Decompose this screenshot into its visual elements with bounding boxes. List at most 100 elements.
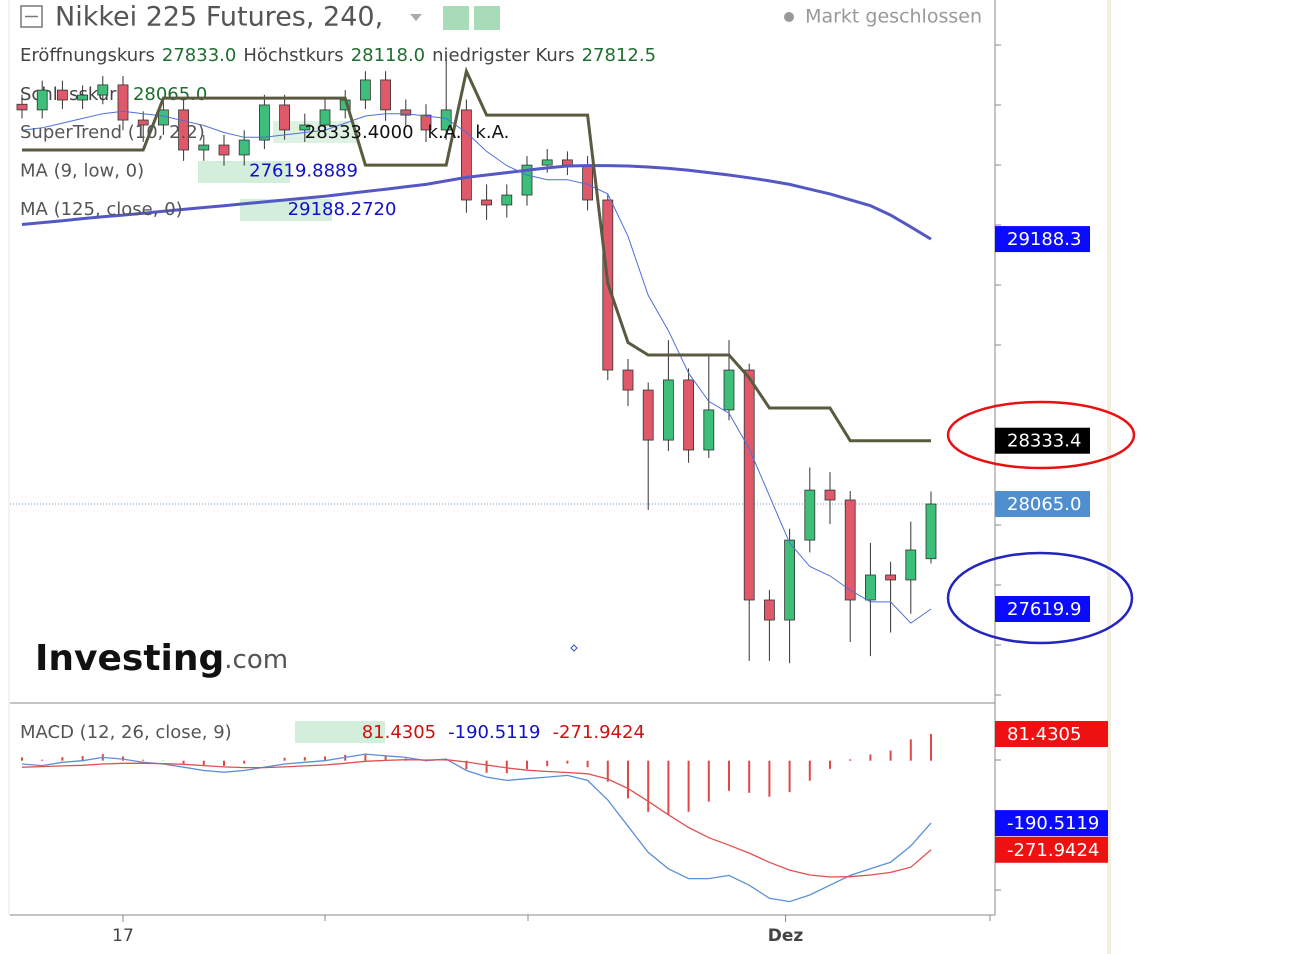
- macd-icons[interactable]: [295, 721, 385, 743]
- candle-body: [905, 549, 917, 581]
- candle-body: [925, 503, 937, 560]
- legend-name: MA (9, low, 0): [20, 161, 144, 182]
- macd-value: -190.5119: [448, 722, 540, 743]
- legend-row: MA (9, low, 0) 27619.8889: [20, 161, 358, 182]
- macd-legend: MACD (12, 26, close, 9) 81.4305 -190.5119-…: [20, 722, 645, 743]
- candle-body: [683, 379, 694, 451]
- candle-body: [137, 119, 149, 126]
- price-tag-label: -271.9424: [1007, 840, 1099, 861]
- candle-body: [642, 389, 654, 441]
- candle-body: [764, 599, 775, 621]
- candle-body: [400, 109, 412, 116]
- info-item: 28065.0: [133, 84, 207, 105]
- price-tag: [995, 427, 1090, 454]
- macd-line: [21, 759, 932, 878]
- macd-line: [21, 753, 932, 903]
- ma125-icons[interactable]: [240, 199, 332, 221]
- candle-body: [521, 164, 533, 196]
- watermark-suffix: .com: [224, 645, 288, 675]
- candle-body: [218, 144, 230, 156]
- visibility-icon[interactable]: [443, 6, 469, 30]
- chart-title: Nikkei 225 Futures, 240,: [55, 2, 383, 33]
- indicator-line: [22, 66, 931, 443]
- candle-body: [703, 409, 715, 451]
- candle-body: [541, 159, 553, 166]
- candle-body: [440, 109, 452, 131]
- candle-body: [460, 109, 472, 201]
- candle-body: [622, 369, 634, 391]
- macd-title: MACD (12, 26, close, 9): [20, 722, 232, 743]
- candle-body: [723, 369, 735, 411]
- legend-row: SuperTrend (10, 2.2) 28333.4000 k.A. k.A.: [20, 122, 509, 143]
- info-row: Eröffnungskurs 27833.0 Höchstkurs 28118.0 ni…: [20, 45, 656, 66]
- legend-value: k.A.: [428, 122, 462, 143]
- settings-icon[interactable]: [474, 6, 500, 30]
- legend-name: SuperTrend (10, 2.2): [20, 122, 205, 143]
- legend-value: 29188.2720: [288, 199, 397, 220]
- candle-body: [824, 489, 836, 501]
- price-tag: [995, 595, 1090, 622]
- legend-value: 28333.4000: [305, 122, 414, 143]
- price-tag-label: 28065.0: [1007, 494, 1081, 515]
- watermark-main: Investing: [35, 638, 224, 679]
- candle-body: [279, 104, 291, 131]
- dropdown-arrow[interactable]: [410, 14, 422, 21]
- legend-value: k.A.: [475, 122, 509, 143]
- price-tag-label: 28333.4: [1007, 431, 1081, 452]
- candle-body: [380, 79, 392, 111]
- candle-body: [36, 89, 48, 111]
- price-tag-label: 27619.9: [1007, 599, 1081, 620]
- candle-body: [359, 79, 371, 101]
- watermark: Investing.com: [35, 638, 288, 679]
- candle-body: [844, 499, 856, 601]
- macd-value: -271.9424: [553, 722, 645, 743]
- price-tag: [995, 226, 1090, 253]
- candle-body: [258, 104, 270, 141]
- candle-body: [663, 379, 674, 441]
- candle-body: [117, 84, 129, 121]
- candle-body: [198, 144, 210, 151]
- ma9-icons[interactable]: [198, 161, 290, 183]
- legend-name: MA (125, close, 0): [20, 199, 183, 220]
- market-status: Markt geschlossen: [805, 6, 982, 28]
- info-item: 27833.0: [162, 45, 236, 66]
- candle-body: [238, 139, 250, 156]
- highlight-red: [946, 400, 1136, 470]
- candle-body: [16, 103, 28, 111]
- collapse-button[interactable]: [20, 5, 43, 28]
- candle-body: [885, 574, 896, 581]
- indicator-line: [21, 110, 932, 624]
- price-tag: [995, 491, 1090, 518]
- status-dot: [784, 12, 794, 22]
- x-tick-label: Dez: [768, 926, 804, 946]
- candle-body: [481, 199, 493, 206]
- price-tag-label: 29188.3: [1007, 229, 1081, 250]
- candle-body: [804, 489, 816, 541]
- candle-body: [582, 164, 593, 201]
- macd-value: 81.4305: [362, 722, 436, 743]
- legend-value: 27619.8889: [249, 161, 358, 182]
- price-tag-label: 81.4305: [1007, 724, 1081, 745]
- info-item: Schlusskurs: [20, 84, 126, 105]
- candle-body: [97, 84, 109, 96]
- info-item: 28118.0: [351, 45, 425, 66]
- candle-body: [562, 159, 573, 166]
- candle-body: [784, 539, 795, 621]
- x-tick-label: 17: [112, 926, 134, 946]
- info-item: Höchstkurs: [243, 45, 343, 66]
- candle-body: [501, 194, 513, 206]
- price-tag-label: -190.5119: [1007, 813, 1099, 834]
- candle-body: [865, 574, 876, 601]
- candle-body: [743, 369, 755, 601]
- candle-body: [420, 114, 432, 131]
- title-icons: [443, 6, 500, 30]
- price-tag: [995, 721, 1108, 748]
- price-tag: [995, 836, 1108, 863]
- plot: Eröffnungskurs 27833.0 Höchstkurs 28118.0 ni…: [10, 45, 1108, 946]
- candle-body: [299, 124, 311, 131]
- price-tag: [995, 810, 1108, 837]
- highlight-blue: [946, 551, 1134, 645]
- info-row: Schlusskurs 28065.0: [20, 84, 207, 105]
